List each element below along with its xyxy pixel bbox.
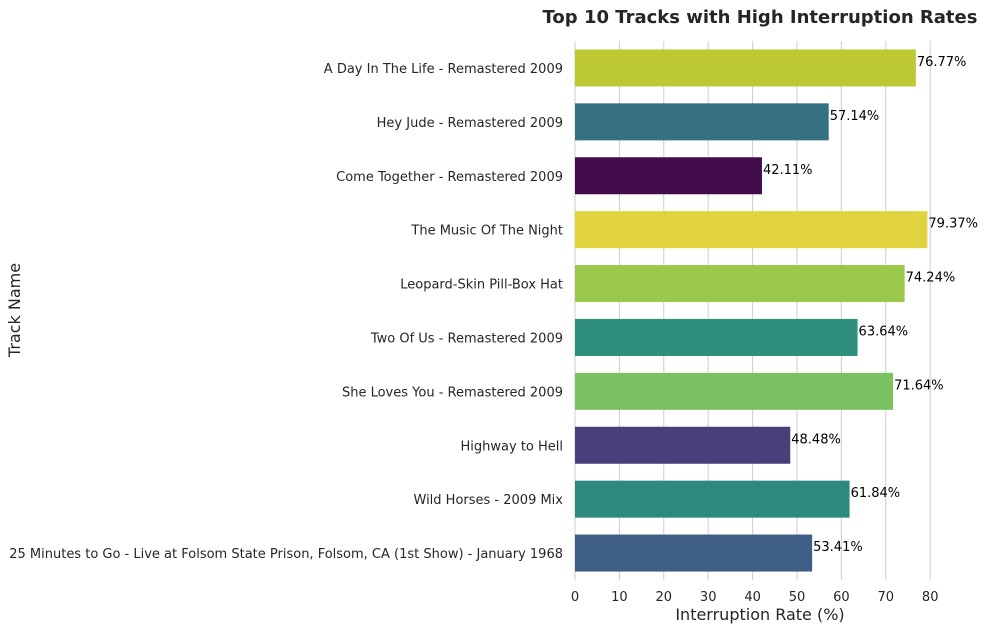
bar <box>575 157 762 195</box>
x-tick-labels: 0 10 20 30 40 50 60 70 80 <box>571 590 939 605</box>
x-tick-label: 20 <box>656 590 673 605</box>
x-tick-label: 40 <box>744 590 761 605</box>
x-tick-label: 70 <box>878 590 895 605</box>
bar <box>575 426 791 464</box>
chart-title: Top 10 Tracks with High Interruption Rat… <box>543 7 978 28</box>
category-label: The Music Of The Night <box>410 224 563 239</box>
category-label: Hey Jude - Remastered 2009 <box>377 116 563 131</box>
category-label: A Day In The Life - Remastered 2009 <box>324 62 563 77</box>
data-label: 79.37% <box>928 217 978 232</box>
bar <box>575 49 916 87</box>
bar <box>575 265 905 303</box>
data-label: 61.84% <box>851 486 901 501</box>
data-label: 42.11% <box>763 163 813 178</box>
bar <box>575 480 850 518</box>
x-tick-label: 30 <box>700 590 717 605</box>
category-label: Wild Horses - 2009 Mix <box>414 493 564 508</box>
category-label: Two Of Us - Remastered 2009 <box>370 331 563 346</box>
x-tick-label: 0 <box>571 590 579 605</box>
category-label: She Loves You - Remastered 2009 <box>342 385 563 400</box>
bars <box>575 49 928 572</box>
data-label: 76.77% <box>917 55 967 70</box>
x-tick-label: 50 <box>789 590 806 605</box>
y-axis-label: Track Name <box>5 263 24 358</box>
bar <box>575 534 813 572</box>
x-tick-label: 80 <box>922 590 939 605</box>
category-label: Leopard-Skin Pill-Box Hat <box>400 278 563 293</box>
data-label: 63.64% <box>859 324 909 339</box>
x-tick-label: 60 <box>833 590 850 605</box>
category-label: Highway to Hell <box>461 439 563 454</box>
bar <box>575 103 829 141</box>
x-axis-label: Interruption Rate (%) <box>675 605 844 624</box>
data-labels: 76.77% 57.14% 42.11% 79.37% 74.24% 63.64% 71.6… <box>763 55 978 555</box>
data-label: 48.48% <box>791 432 841 447</box>
bar <box>575 211 928 249</box>
bar <box>575 372 894 410</box>
data-label: 74.24% <box>906 271 956 286</box>
data-label: 53.41% <box>813 540 863 555</box>
x-tick-label: 10 <box>611 590 628 605</box>
category-label: 25 Minutes to Go - Live at Folsom State … <box>9 547 563 562</box>
category-labels: A Day In The Life - Remastered 2009 Hey J… <box>9 62 563 562</box>
category-label: Come Together - Remastered 2009 <box>336 170 563 185</box>
bar <box>575 318 858 356</box>
data-label: 71.64% <box>894 378 944 393</box>
data-label: 57.14% <box>830 109 880 124</box>
